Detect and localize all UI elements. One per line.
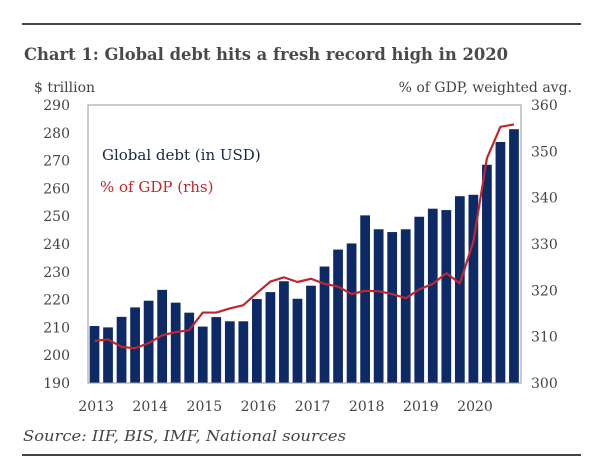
bar-2013Q1 [89, 326, 100, 383]
chart-title: Chart 1: Global debt hits a fresh record… [24, 45, 508, 65]
x-tick-label: 2019 [403, 399, 439, 415]
x-tick-label: 2014 [132, 399, 168, 415]
bar-2020Q1 [468, 194, 479, 383]
bar-2018Q3 [387, 232, 398, 383]
right-tick-label: 320 [531, 283, 558, 299]
gdp-ratio-line [94, 123, 515, 350]
left-tick-label: 210 [43, 320, 70, 336]
bar-2015Q1 [197, 326, 208, 383]
left-tick-label: 240 [43, 237, 70, 253]
bar-2017Q1 [306, 285, 316, 383]
bar-2015Q4 [238, 321, 249, 383]
bar-2014Q3 [170, 302, 181, 383]
left-tick-label: 200 [43, 348, 70, 364]
bar-2020Q2 [482, 164, 492, 383]
x-tick-label: 2020 [457, 399, 493, 415]
bar-2014Q1 [143, 300, 154, 383]
left-tick-label: 260 [43, 181, 70, 197]
x-axis: 2013 2014 2015 2016 2017 2018 2019 2020 [78, 399, 493, 415]
x-tick-label: 2016 [241, 399, 277, 415]
bar-2016Q3 [279, 281, 289, 383]
bar-2016Q1 [251, 299, 262, 383]
left-tick-label: 290 [43, 98, 70, 114]
bar-2018Q4 [400, 229, 411, 383]
bar-2016Q2 [265, 292, 276, 383]
x-tick-label: 2018 [349, 399, 385, 415]
left-tick-label: 270 [43, 154, 70, 170]
bar-2020Q4 [509, 129, 519, 383]
legend-line: % of GDP (rhs) [100, 178, 213, 196]
bar-2019Q1 [414, 216, 425, 383]
left-tick-label: 230 [43, 265, 70, 281]
plot-frame [87, 104, 522, 384]
right-tick-label: 350 [531, 144, 558, 160]
bar-2013Q4 [130, 307, 140, 383]
bar-2018Q2 [373, 229, 384, 383]
legend-bars: Global debt (in USD) [102, 146, 261, 164]
bar-2019Q4 [454, 196, 465, 383]
bar-2020Q3 [495, 141, 506, 383]
bar-2013Q3 [116, 316, 127, 383]
x-tick-label: 2017 [295, 399, 331, 415]
right-tick-label: 360 [531, 98, 558, 114]
source-note: Source: IIF, BIS, IMF, National sources [23, 427, 346, 445]
right-axis-title: % of GDP, weighted avg. [399, 80, 572, 96]
left-axis: 190 200 210 220 230 240 250 260 270 280 290 [43, 98, 70, 392]
right-tick-label: 310 [531, 330, 558, 346]
bar-2013Q2 [103, 327, 113, 383]
bar-2016Q4 [292, 298, 303, 383]
bar-2015Q2 [211, 317, 222, 383]
x-tick-label: 2015 [187, 399, 223, 415]
bar-2015Q3 [224, 321, 235, 383]
right-tick-label: 300 [531, 376, 558, 392]
bar-2019Q2 [427, 208, 438, 383]
left-tick-label: 280 [43, 126, 70, 142]
left-tick-label: 220 [43, 293, 70, 309]
right-tick-label: 340 [531, 191, 558, 207]
bar-2018Q1 [360, 215, 370, 383]
left-tick-label: 190 [43, 376, 70, 392]
right-axis: 300 310 320 330 340 350 360 [531, 98, 558, 392]
bar-2014Q4 [184, 312, 195, 383]
bar-2017Q3 [333, 249, 343, 383]
left-tick-label: 250 [43, 209, 70, 225]
bar-2019Q3 [441, 210, 452, 383]
x-tick-label: 2013 [78, 399, 114, 415]
right-tick-label: 330 [531, 237, 558, 253]
bar-2017Q4 [346, 243, 357, 383]
plot-area [89, 123, 519, 383]
left-axis-title: $ trillion [34, 80, 95, 96]
bar-2017Q2 [319, 266, 330, 383]
